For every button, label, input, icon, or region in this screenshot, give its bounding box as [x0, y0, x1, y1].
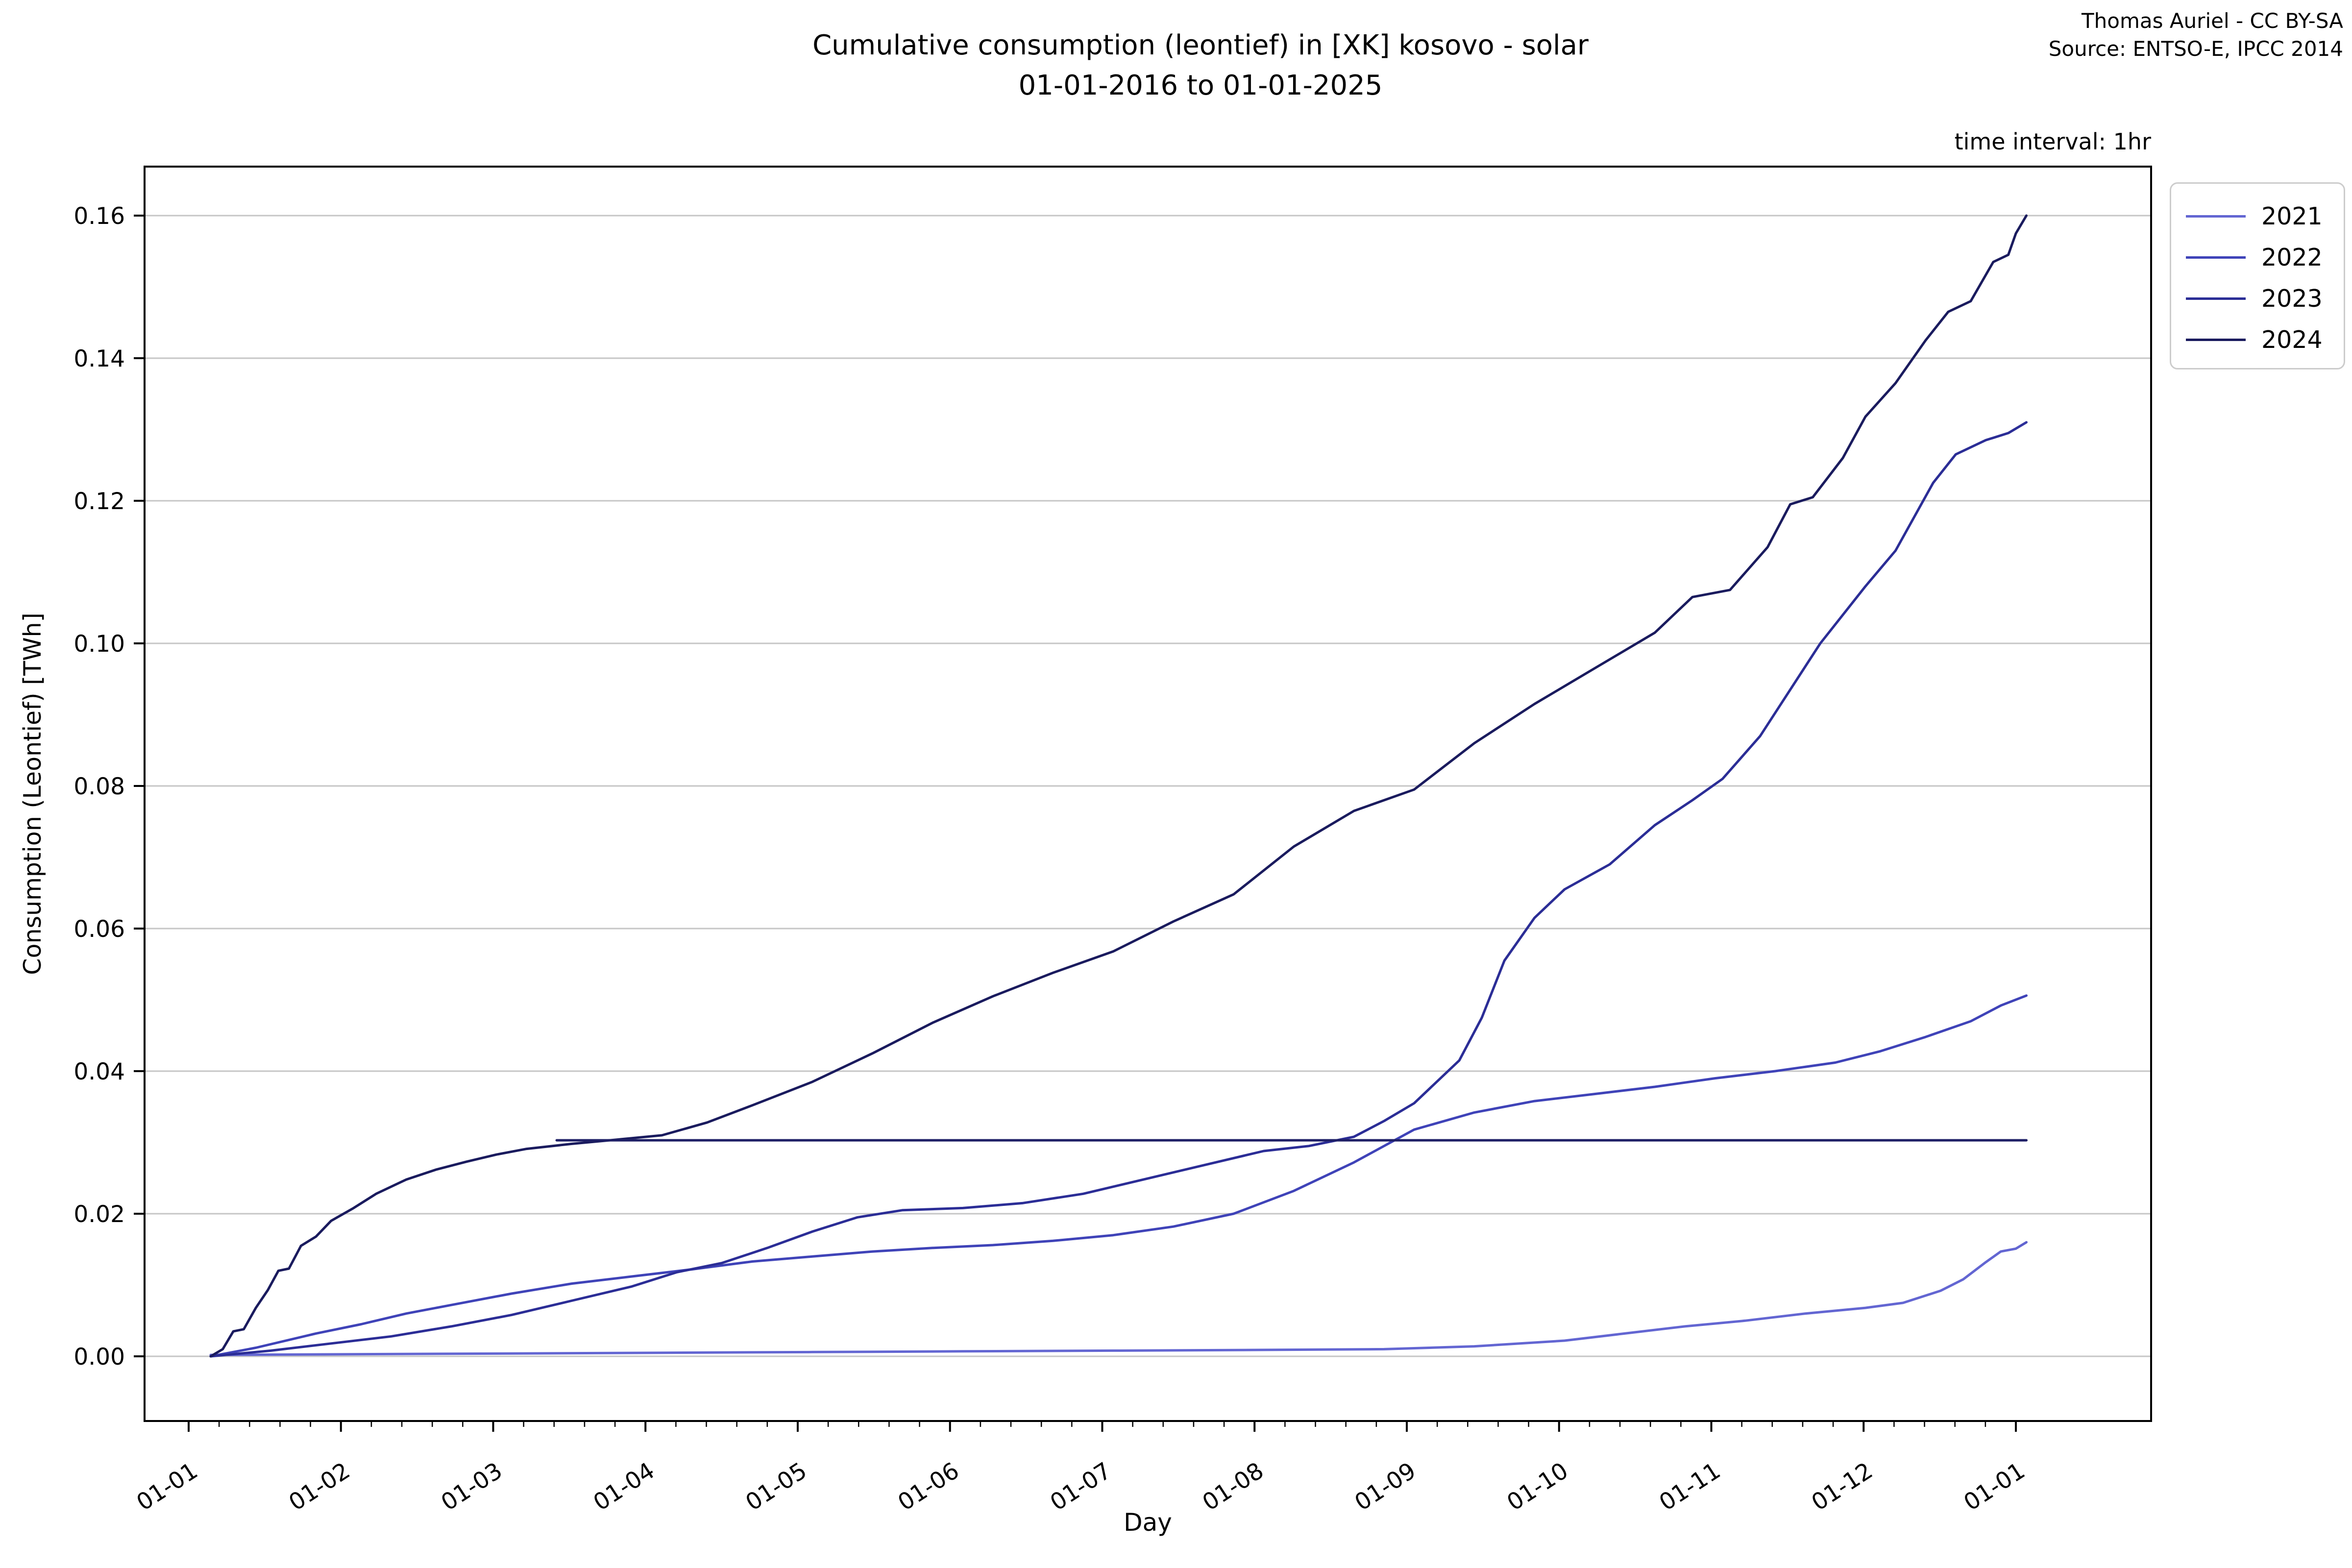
time-interval-note: time interval: 1hr: [1954, 128, 2151, 155]
y-tick-label: 0.12: [74, 488, 125, 515]
legend-label-2021: 2021: [2261, 202, 2323, 230]
legend-entry-2023: 2023: [2186, 278, 2344, 319]
x-tick-label: 01-04: [588, 1457, 659, 1517]
legend-swatch-2021: [2186, 215, 2246, 218]
y-tick-label: 0.14: [74, 345, 125, 372]
legend-label-2024: 2024: [2261, 325, 2323, 354]
x-tick-label: 01-01: [132, 1457, 202, 1517]
legend-entry-2022: 2022: [2186, 237, 2344, 278]
y-tick-label: 0.00: [74, 1344, 125, 1371]
x-tick-label: 01-07: [1046, 1457, 1116, 1517]
attribution-source: Source: ENTSO-E, IPCC 2014: [2048, 37, 2343, 61]
legend-swatch-2022: [2186, 256, 2246, 259]
legend: 2021 2022 2023 2024: [2170, 182, 2345, 369]
legend-label-2023: 2023: [2261, 284, 2323, 313]
chart-title-line2: 01-01-2016 to 01-01-2025: [1018, 70, 1383, 101]
x-tick-label: 01-01: [1959, 1457, 2030, 1517]
x-tick-label: 01-08: [1198, 1457, 1268, 1517]
attribution-author: Thomas Auriel - CC BY-SA: [2081, 9, 2343, 33]
chart-title: Cumulative consumption (leontief) in [XK…: [392, 25, 2009, 106]
series-2021: [209, 1241, 2028, 1356]
legend-label-2022: 2022: [2261, 243, 2323, 271]
series-2022: [209, 994, 2028, 1358]
legend-entry-2024: 2024: [2186, 319, 2344, 360]
x-tick-label: 01-12: [1807, 1457, 1877, 1517]
x-tick-label: 01-06: [893, 1457, 964, 1517]
y-tick-label: 0.04: [74, 1058, 125, 1085]
x-tick-label: 01-02: [284, 1457, 355, 1517]
legend-entry-2021: 2021: [2186, 196, 2344, 237]
x-tick-label: 01-11: [1655, 1457, 1725, 1517]
attribution: Thomas Auriel - CC BY-SA Source: ENTSO-E…: [2049, 7, 2343, 63]
series-2024: [209, 214, 2028, 1358]
legend-swatch-2023: [2186, 297, 2246, 300]
y-tick-label: 0.16: [74, 203, 125, 230]
x-axis-label: Day: [1124, 1508, 1172, 1537]
y-tick-label: 0.06: [74, 916, 125, 943]
x-tick-label: 01-10: [1502, 1457, 1573, 1517]
y-tick-label: 0.08: [74, 773, 125, 800]
y-axis-label: Consumption (Leontief) [TWh]: [19, 612, 47, 975]
legend-swatch-2024: [2186, 338, 2246, 341]
chart-title-line1: Cumulative consumption (leontief) in [XK…: [812, 29, 1589, 61]
y-tick-label: 0.02: [74, 1201, 125, 1228]
x-tick-label: 01-05: [741, 1457, 811, 1517]
x-tick-label: 01-03: [437, 1457, 507, 1517]
axes-box: [144, 166, 2152, 1422]
x-tick-label: 01-09: [1350, 1457, 1421, 1517]
y-tick-label: 0.10: [74, 631, 125, 658]
